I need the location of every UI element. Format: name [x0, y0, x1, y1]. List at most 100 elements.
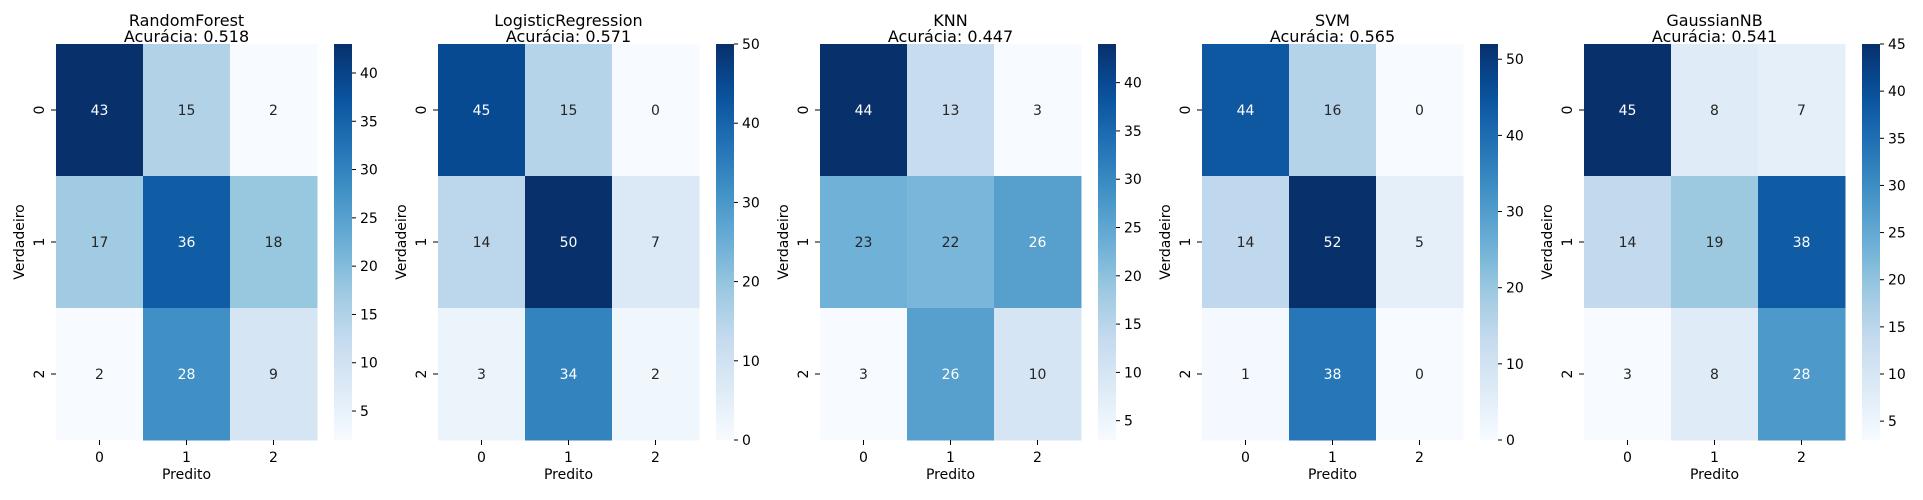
heatmap-cell [56, 44, 144, 177]
cell-value-label: 3 [859, 367, 868, 383]
cell-value-label: 45 [473, 103, 491, 119]
y-axis-label: Verdadeiro [394, 204, 410, 279]
colorbar-tick-label: 20 [1124, 269, 1142, 285]
colorbar-tick-label: 40 [1506, 128, 1524, 144]
y-tick-label: 1 [796, 238, 812, 247]
cell-value-label: 3 [1623, 367, 1632, 383]
colorbar-tick-label: 10 [1124, 365, 1142, 381]
heatmap-cell [1671, 176, 1759, 309]
heatmap-cell [438, 176, 526, 309]
cell-value-label: 23 [855, 235, 873, 251]
colorbar-tick-label: 15 [1124, 317, 1142, 333]
heatmap-cell [1671, 44, 1759, 177]
cell-value-label: 44 [1237, 103, 1255, 119]
y-axis-label: Verdadeiro [1158, 204, 1174, 279]
heatmap-cell [907, 308, 995, 441]
cell-value-label: 3 [1033, 103, 1042, 119]
cell-value-label: 1 [1241, 367, 1250, 383]
colorbar-tick-label: 20 [1888, 273, 1906, 289]
colorbar-tick-label: 45 [1888, 37, 1906, 53]
cell-value-label: 15 [560, 103, 578, 119]
cell-value-label: 38 [1324, 367, 1342, 383]
x-tick-label: 1 [1710, 450, 1719, 466]
colorbar [716, 44, 734, 440]
heatmap-cell [612, 176, 700, 309]
colorbar-tick-label: 25 [1124, 221, 1142, 237]
colorbar-tick-label: 40 [742, 116, 760, 132]
x-tick-label: 0 [95, 450, 104, 466]
x-tick-label: 0 [1241, 450, 1250, 466]
colorbar-tick-label: 35 [1124, 124, 1142, 140]
heatmap-cell [820, 176, 908, 309]
x-axis-label: Predito [926, 467, 975, 483]
x-tick-label: 0 [859, 450, 868, 466]
cell-value-label: 7 [651, 235, 660, 251]
colorbar-tick-label: 40 [1888, 84, 1906, 100]
chart-title-line: Acurácia: 0.565 [1270, 27, 1395, 46]
colorbar-tick-label: 40 [1124, 76, 1142, 92]
colorbar-tick-label: 25 [360, 211, 378, 227]
x-tick-label: 1 [946, 450, 955, 466]
heatmap-cell [1758, 176, 1846, 309]
heatmap-cell [143, 44, 231, 177]
chart-title-line: KNN [933, 11, 967, 30]
cell-value-label: 28 [1793, 367, 1811, 383]
colorbar-tick-label: 15 [1888, 320, 1906, 336]
y-axis-label: Verdadeiro [1540, 204, 1556, 279]
y-tick-label: 2 [1178, 370, 1194, 379]
heatmap-cell [143, 308, 231, 441]
cell-value-label: 13 [942, 103, 960, 119]
x-tick-label: 0 [477, 450, 486, 466]
y-tick-label: 2 [32, 370, 48, 379]
cell-value-label: 19 [1706, 235, 1724, 251]
cell-value-label: 28 [178, 367, 196, 383]
cell-value-label: 18 [265, 235, 283, 251]
x-tick-label: 2 [1797, 450, 1806, 466]
heatmap-cell [612, 308, 700, 441]
x-tick-label: 2 [269, 450, 278, 466]
cell-value-label: 15 [178, 103, 196, 119]
heatmap-cell [230, 176, 318, 309]
cell-value-label: 44 [855, 103, 873, 119]
colorbar-tick-label: 30 [1506, 205, 1524, 221]
cell-value-label: 8 [1710, 367, 1719, 383]
heatmap-cell [438, 308, 526, 441]
heatmap-cell [230, 44, 318, 177]
cell-value-label: 45 [1619, 103, 1637, 119]
colorbar-tick-label: 30 [1124, 172, 1142, 188]
colorbar [1480, 44, 1498, 440]
heatmap-cell [143, 176, 231, 309]
y-axis-label: Verdadeiro [776, 204, 792, 279]
x-axis-label: Predito [162, 467, 211, 483]
cell-value-label: 10 [1029, 367, 1047, 383]
colorbar-tick-label: 10 [1888, 367, 1906, 383]
heatmap-cell [994, 44, 1082, 177]
y-tick-label: 0 [1560, 106, 1576, 115]
y-tick-label: 1 [1560, 238, 1576, 247]
x-tick-label: 0 [1623, 450, 1632, 466]
colorbar-tick-label: 50 [1506, 52, 1524, 68]
y-tick-label: 1 [414, 238, 430, 247]
colorbar-tick-label: 30 [742, 195, 760, 211]
y-axis-label: Verdadeiro [12, 204, 28, 279]
heatmap-cell [1202, 176, 1290, 309]
heatmap-cell [525, 44, 613, 177]
colorbar [1098, 44, 1116, 440]
heatmap-cell [907, 44, 995, 177]
heatmap-cell [820, 44, 908, 177]
colorbar-tick-label: 10 [360, 356, 378, 372]
chart-title-line: Acurácia: 0.571 [506, 27, 631, 46]
y-tick-label: 2 [796, 370, 812, 379]
colorbar-tick-label: 20 [742, 275, 760, 291]
cell-value-label: 5 [1415, 235, 1424, 251]
colorbar-tick-label: 25 [1888, 226, 1906, 242]
colorbar-tick-label: 35 [1888, 131, 1906, 147]
colorbar [1862, 44, 1880, 440]
cell-value-label: 7 [1797, 103, 1806, 119]
heatmap-cell [1758, 308, 1846, 441]
colorbar-tick-label: 40 [360, 66, 378, 82]
